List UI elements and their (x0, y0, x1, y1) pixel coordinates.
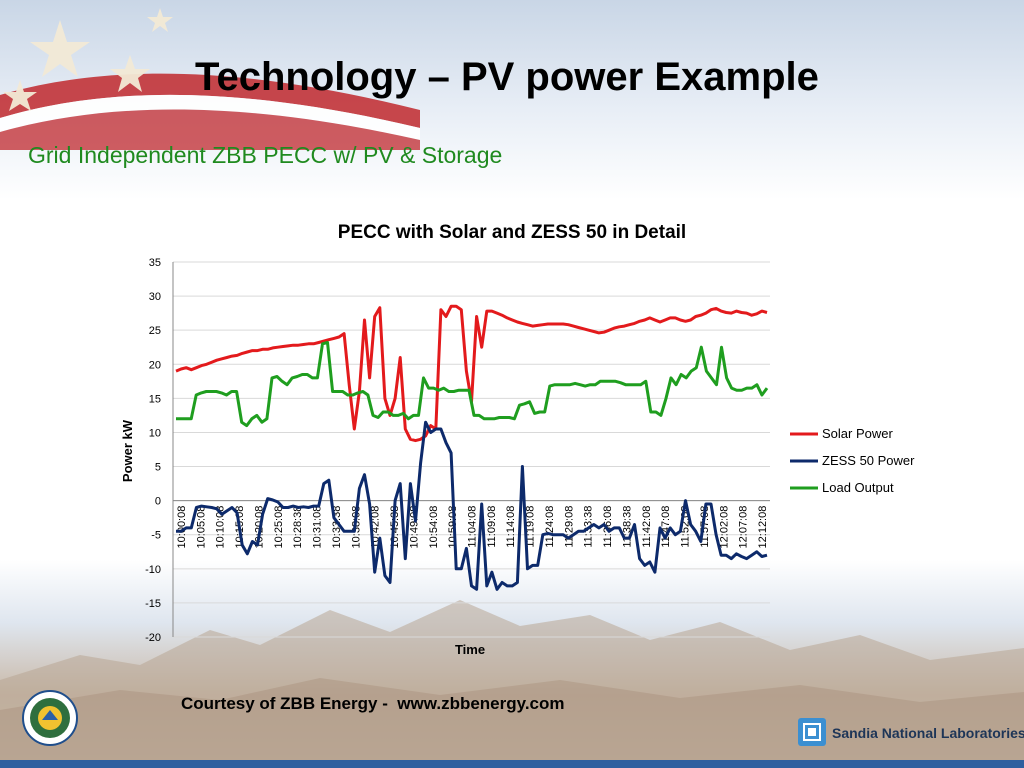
y-tick-label: 5 (155, 462, 161, 474)
doe-seal-icon (22, 690, 78, 746)
y-tick-label: 15 (149, 393, 161, 405)
y-axis-ticks: 35 30 25 20 15 10 5 0 -5 -10 -15 -20 (145, 257, 161, 644)
x-tick-label: 10:25:08 (273, 506, 285, 549)
x-tick-label: 11:38:38 (621, 506, 633, 548)
flag-stars-decoration (0, 8, 420, 150)
y-axis-label: Power kW (120, 419, 135, 482)
sandia-label: Sandia National Laboratories (832, 725, 1024, 741)
y-tick-label: 35 (149, 257, 161, 269)
y-tick-label: 0 (155, 496, 161, 508)
x-tick-label: 11:19:08 (525, 506, 537, 548)
x-tick-label: 11:24:08 (544, 506, 556, 548)
x-tick-label: 11:36:08 (602, 506, 614, 548)
y-tick-label: -15 (145, 598, 161, 610)
y-tick-label: -10 (145, 564, 161, 576)
series-line-load-output (176, 341, 769, 428)
x-tick-label: 10:28:38 (292, 506, 304, 549)
chart-series (175, 304, 769, 591)
y-tick-label: -5 (151, 530, 161, 542)
chart-title: PECC with Solar and ZESS 50 in Detail (338, 222, 686, 243)
y-tick-label: 10 (149, 427, 161, 439)
y-tick-label: -20 (145, 632, 161, 644)
power-line-chart: PECC with Solar and ZESS 50 in Detail 35… (120, 222, 915, 657)
x-tick-label: 10:00:08 (176, 506, 188, 549)
series-line-zess-50-power (176, 420, 768, 591)
x-tick-label: 12:07:08 (738, 506, 750, 549)
legend-entry: Solar Power (822, 426, 893, 441)
slide-title: Technology – PV power Example (195, 55, 819, 99)
x-tick-label: 12:02:08 (718, 506, 730, 549)
legend-entry: ZESS 50 Power (822, 453, 915, 468)
x-tick-label: 11:42:08 (641, 506, 653, 548)
bottom-bar (0, 760, 1024, 768)
x-tick-label: 11:09:08 (486, 506, 498, 548)
sandia-thunderbird-icon (798, 718, 826, 746)
x-tick-label: 10:54:08 (428, 506, 440, 549)
legend-entry: Load Output (822, 480, 894, 495)
chart-legend: Solar Power ZESS 50 Power Load Output (790, 426, 915, 495)
x-tick-label: 10:31:08 (312, 506, 324, 549)
x-tick-label: 11:29:08 (563, 506, 575, 548)
x-axis-label: Time (455, 642, 485, 657)
x-tick-label: 10:05:08 (195, 506, 207, 549)
y-tick-label: 30 (149, 291, 161, 303)
x-tick-label: 12:12:08 (757, 506, 769, 549)
x-tick-label: 11:14:08 (505, 506, 517, 548)
y-tick-label: 20 (149, 359, 161, 371)
courtesy-note: Courtesy of ZBB Energy - www.zbbenergy.c… (181, 694, 565, 713)
y-tick-label: 25 (149, 325, 161, 337)
x-tick-label: 10:10:08 (215, 506, 227, 549)
x-tick-label: 11:04:08 (467, 506, 479, 548)
slide-subtitle: Grid Independent ZBB PECC w/ PV & Storag… (28, 142, 503, 168)
mountain-range-decoration (0, 600, 1024, 768)
